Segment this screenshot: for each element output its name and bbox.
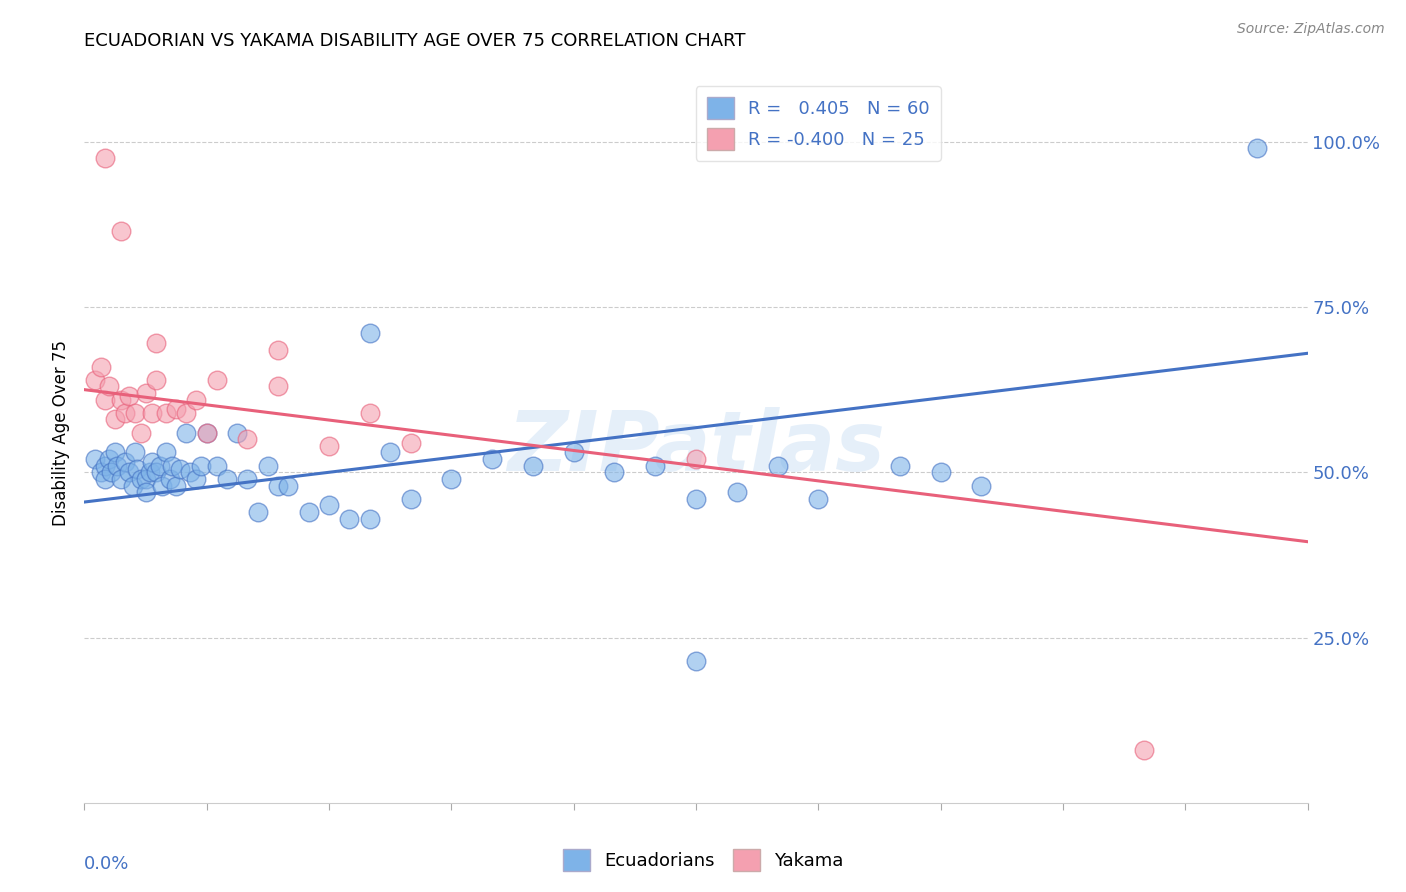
- Point: [83, 373, 105, 387]
- Text: ZIPatlas: ZIPatlas: [508, 407, 884, 488]
- Point: [359, 511, 381, 525]
- Point: [97, 379, 120, 393]
- Point: [165, 402, 187, 417]
- Point: [93, 151, 115, 165]
- Point: [186, 472, 208, 486]
- Point: [135, 386, 157, 401]
- Point: [149, 458, 172, 473]
- Point: [155, 445, 177, 459]
- Legend: Ecuadorians, Yakama: Ecuadorians, Yakama: [555, 842, 851, 879]
- Point: [205, 458, 228, 473]
- Point: [141, 406, 163, 420]
- Point: [1133, 743, 1156, 757]
- Point: [889, 458, 911, 473]
- Point: [97, 452, 120, 467]
- Point: [93, 392, 115, 407]
- Point: [481, 452, 503, 467]
- Point: [257, 458, 280, 473]
- Point: [644, 458, 666, 473]
- Point: [562, 445, 585, 459]
- Point: [725, 485, 748, 500]
- Point: [174, 425, 197, 440]
- Point: [145, 465, 167, 479]
- Point: [150, 478, 173, 492]
- Point: [90, 465, 112, 479]
- Point: [122, 478, 145, 492]
- Point: [141, 455, 163, 469]
- Legend: R =   0.405   N = 60, R = -0.400   N = 25: R = 0.405 N = 60, R = -0.400 N = 25: [696, 87, 941, 161]
- Point: [807, 491, 830, 506]
- Point: [685, 491, 707, 506]
- Point: [124, 406, 146, 420]
- Point: [522, 458, 544, 473]
- Point: [104, 412, 127, 426]
- Point: [195, 425, 218, 440]
- Point: [399, 435, 422, 450]
- Point: [359, 406, 381, 420]
- Point: [267, 478, 290, 492]
- Point: [93, 472, 115, 486]
- Point: [131, 472, 153, 486]
- Point: [90, 359, 112, 374]
- Point: [118, 465, 141, 479]
- Point: [160, 458, 183, 473]
- Point: [159, 472, 181, 486]
- Point: [145, 336, 167, 351]
- Point: [118, 389, 141, 403]
- Point: [359, 326, 381, 341]
- Point: [685, 654, 707, 668]
- Point: [766, 458, 789, 473]
- Point: [165, 478, 187, 492]
- Point: [205, 373, 228, 387]
- Point: [277, 478, 299, 492]
- Point: [380, 445, 402, 459]
- Point: [685, 452, 707, 467]
- Point: [110, 392, 132, 407]
- Text: 0.0%: 0.0%: [84, 855, 129, 872]
- Point: [124, 445, 146, 459]
- Point: [135, 485, 157, 500]
- Point: [246, 505, 269, 519]
- Point: [104, 445, 127, 459]
- Point: [217, 472, 239, 486]
- Point: [135, 472, 157, 486]
- Point: [110, 224, 132, 238]
- Point: [83, 452, 105, 467]
- Point: [318, 439, 340, 453]
- Point: [195, 425, 218, 440]
- Point: [399, 491, 422, 506]
- Point: [318, 499, 340, 513]
- Point: [114, 406, 136, 420]
- Point: [155, 406, 177, 420]
- Point: [114, 455, 136, 469]
- Point: [929, 465, 952, 479]
- Point: [145, 373, 167, 387]
- Text: Source: ZipAtlas.com: Source: ZipAtlas.com: [1237, 22, 1385, 37]
- Point: [169, 462, 191, 476]
- Point: [970, 478, 993, 492]
- Point: [190, 458, 212, 473]
- Point: [179, 465, 201, 479]
- Point: [100, 465, 122, 479]
- Point: [440, 472, 463, 486]
- Point: [226, 425, 249, 440]
- Point: [93, 458, 115, 473]
- Point: [127, 462, 149, 476]
- Point: [236, 472, 259, 486]
- Point: [339, 511, 361, 525]
- Text: ECUADORIAN VS YAKAMA DISABILITY AGE OVER 75 CORRELATION CHART: ECUADORIAN VS YAKAMA DISABILITY AGE OVER…: [84, 32, 745, 50]
- Point: [298, 505, 321, 519]
- Point: [267, 379, 290, 393]
- Point: [131, 425, 153, 440]
- Point: [603, 465, 626, 479]
- Point: [236, 432, 259, 446]
- Point: [1246, 141, 1268, 155]
- Point: [110, 472, 132, 486]
- Point: [186, 392, 208, 407]
- Y-axis label: Disability Age Over 75: Disability Age Over 75: [52, 340, 70, 525]
- Point: [174, 406, 197, 420]
- Point: [267, 343, 290, 357]
- Point: [105, 458, 128, 473]
- Point: [138, 465, 160, 479]
